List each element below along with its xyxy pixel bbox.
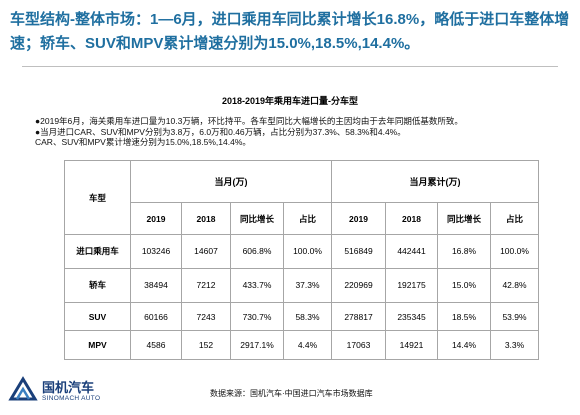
table-cell: 60166 [130, 301, 182, 332]
logo-name-cn: 国机汽车 [42, 380, 95, 395]
subheader-cell: 2019 [331, 202, 386, 235]
row-label: 进口乘用车 [64, 234, 131, 269]
row-label: SUV [64, 301, 131, 332]
table-cell: 192175 [385, 267, 438, 303]
table-cell: 14.4% [437, 330, 491, 360]
table-cell: 100.0% [490, 234, 539, 269]
table-cell: 2917.1% [230, 330, 284, 360]
notes: ●2019年6月，海关乘用车进口量为10.3万辆，环比持平。各车型同比大幅增长的… [35, 116, 545, 148]
table-cell: 53.9% [490, 301, 539, 332]
table-cell: 103246 [130, 234, 182, 269]
table-cell: 14607 [181, 234, 231, 269]
table-title: 2018-2019年乘用车进口量-分车型 [221, 96, 359, 106]
table-row: 轿车 38494 7212 433.7% 37.3% 220969 192175… [64, 267, 539, 303]
sinomach-logo-icon [8, 375, 38, 410]
table-cell: 3.3% [490, 330, 539, 360]
subheader-cell: 2018 [181, 202, 231, 235]
note-line: ●2019年6月，海关乘用车进口量为10.3万辆，环比持平。各车型同比大幅增长的… [35, 116, 463, 126]
subheader-cell: 占比 [490, 202, 539, 235]
table-cell: 17063 [331, 330, 386, 360]
logo-name-en: SINOMACH AUTO [42, 395, 101, 402]
table-cell: 152 [181, 330, 231, 360]
subheader-cell: 2018 [385, 202, 438, 235]
row-label: 轿车 [64, 267, 131, 303]
table-cell: 15.0% [437, 267, 491, 303]
table-cell: 37.3% [283, 267, 332, 303]
table-row: 进口乘用车 103246 14607 606.8% 100.0% 516849 … [64, 234, 539, 269]
table-cell: 42.8% [490, 267, 539, 303]
data-source: 数据来源：国机汽车·中国进口汽车市场数据库 [210, 389, 373, 398]
company-logo: 国机汽车 SINOMACH AUTO [8, 375, 158, 411]
table-cell: 606.8% [230, 234, 284, 269]
table-cell: 14921 [385, 330, 438, 360]
note-line: ●当月进口CAR、SUV和MPV分别为3.8万，6.0万和0.46万辆，占比分别… [35, 126, 406, 137]
group-header-month: 当月(万) [130, 160, 332, 203]
table-cell: 730.7% [230, 301, 284, 332]
subheader-cell: 2019 [130, 202, 182, 235]
table-cell: 7243 [181, 301, 231, 332]
table-cell: 4586 [130, 330, 182, 360]
table-cell: 16.8% [437, 234, 491, 269]
table-cell: 516849 [331, 234, 386, 269]
table-cell: 4.4% [283, 330, 332, 360]
table-row: SUV 60166 7243 730.7% 58.3% 278817 23534… [64, 301, 539, 332]
subheader-cell: 同比增长 [437, 202, 491, 235]
table-cell: 7212 [181, 267, 231, 303]
divider [22, 66, 558, 67]
row-label: MPV [64, 330, 131, 360]
subheader-cell: 占比 [283, 202, 332, 235]
import-volume-table: 车型 当月(万) 当月累计(万) 2019 2018 同比增长 占比 2019 … [64, 160, 539, 360]
table-cell: 220969 [331, 267, 386, 303]
table-row: MPV 4586 152 2917.1% 4.4% 17063 14921 14… [64, 330, 539, 360]
corner-header: 车型 [64, 160, 131, 235]
table-cell: 278817 [331, 301, 386, 332]
table-cell: 442441 [385, 234, 438, 269]
subheader-cell: 同比增长 [230, 202, 284, 235]
table-cell: 18.5% [437, 301, 491, 332]
table-cell: 433.7% [230, 267, 284, 303]
table-cell: 235345 [385, 301, 438, 332]
table-cell: 38494 [130, 267, 182, 303]
note-line: CAR、SUV和MPV累计增速分别为15.0%,18.5%,14.4%。 [35, 137, 251, 147]
table-cell: 58.3% [283, 301, 332, 332]
group-header-ytd: 当月累计(万) [331, 160, 539, 203]
table-cell: 100.0% [283, 234, 332, 269]
page-headline: 车型结构-整体市场：1—6月，进口乘用车同比累计增长16.8%，略低于进口车整体… [10, 11, 570, 52]
